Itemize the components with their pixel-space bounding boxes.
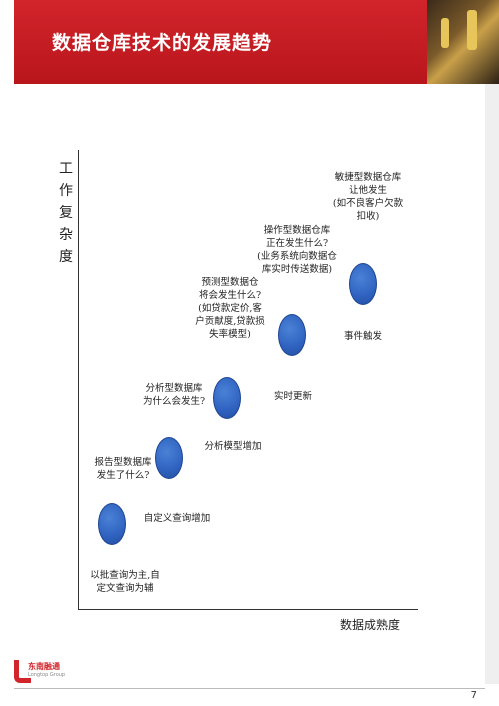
stage-5-question: 敏捷型数据仓库 让他发生 (如不良客户欠款 扣收) [332, 172, 404, 222]
logo-subtext: Longtop Group [28, 672, 66, 678]
y-axis [78, 150, 79, 610]
x-axis [78, 609, 418, 610]
stage-1-dot [98, 503, 126, 545]
stage-2-dot [155, 437, 183, 479]
page-number: 7 [470, 690, 477, 701]
logo-mark-icon [14, 660, 31, 683]
stage-3-dot [213, 377, 241, 419]
page-title: 数据仓库技术的发展趋势 [52, 32, 273, 54]
stage-1-question: 报告型数据库 发生了什么? [94, 457, 152, 481]
stage-3-capability: 分析模型增加 [204, 441, 262, 452]
logo-text: 东南融通 [28, 662, 60, 671]
stage-2-question: 分析型数据库 为什么会发生? [142, 383, 206, 407]
chess-photo [427, 0, 499, 84]
stage-4-capability: 实时更新 [273, 391, 312, 402]
stage-4-question: 操作型数据仓库 正在发生什么? (业务系统向数据仓 库实时传送数据) [257, 225, 337, 275]
stage-5-dot [349, 263, 377, 305]
stage-1-capability: 以批查询为主,自 定文查询为辅 [90, 570, 160, 594]
page-left-margin [0, 0, 14, 706]
company-logo: 东南融通 Longtop Group [14, 660, 66, 683]
chess-piece-icon [441, 18, 449, 48]
stage-3-question: 预测型数据仓 将会发生什么? (如贷款定价,客 户贡献度,贷款损 失率模型) [195, 277, 265, 340]
right-decorative-band [485, 84, 499, 684]
title-bar: 数据仓库技术的发展趋势 [14, 0, 499, 84]
stage-2-capability: 自定义查询增加 [143, 513, 211, 524]
y-axis-label: 工作复杂度 [59, 161, 73, 265]
chess-piece-icon [467, 10, 477, 50]
stage-4-dot [278, 314, 306, 356]
stage-5-capability: 事件触发 [343, 331, 382, 342]
x-axis-label: 数据成熟度 [340, 618, 401, 632]
footer-divider [14, 688, 485, 689]
